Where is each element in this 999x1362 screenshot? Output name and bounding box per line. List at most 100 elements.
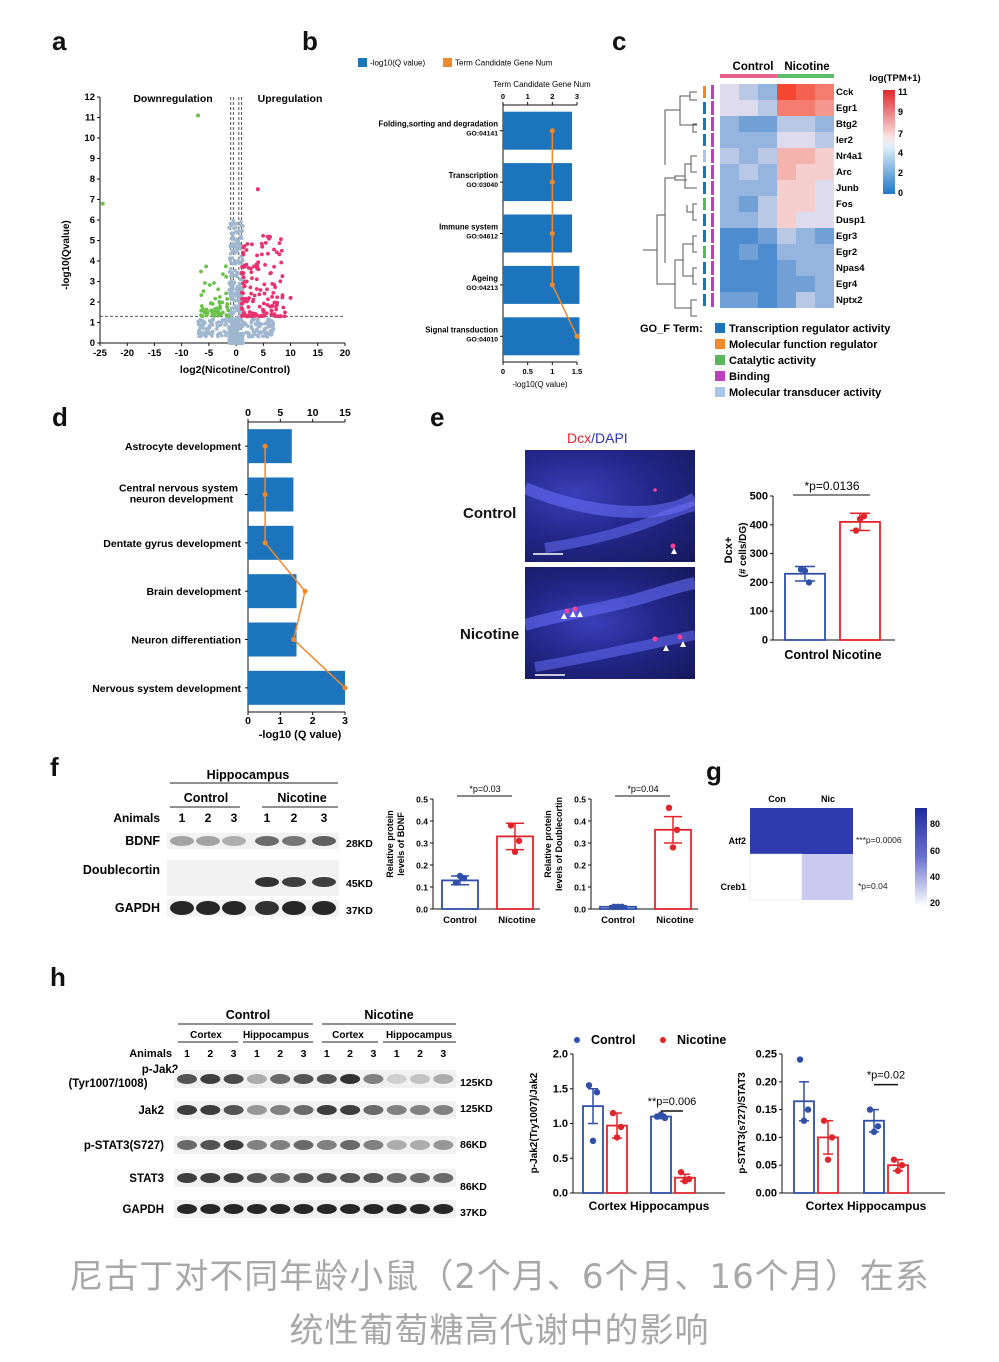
g-color-scale xyxy=(915,808,927,906)
vbar-point xyxy=(511,848,519,855)
volcano-point-up xyxy=(282,314,287,319)
volcano-point-down xyxy=(201,289,206,294)
volcano-point-ns xyxy=(235,284,240,289)
volcano-point-down xyxy=(212,314,217,318)
vbar-ytick-label: 0.25 xyxy=(756,1049,777,1061)
heatmap-cell xyxy=(720,276,739,292)
volcano-point-up xyxy=(288,295,293,300)
volcano-point-up xyxy=(270,294,275,299)
f-blot-band xyxy=(196,901,220,915)
g-p-atf2: ***p=0.0006 xyxy=(856,835,902,845)
f-bdnf-plot: 0.0 0.1 0.2 0.3 0.4 0.5 *p=0.03 Control Nicotine xyxy=(416,784,540,926)
vbar-ytick-label: 0.4 xyxy=(416,817,428,827)
volcano-point-ns xyxy=(215,324,220,329)
volcano-point-up xyxy=(272,264,277,269)
h-protein-name2: (Tyr1007/1008) xyxy=(68,1078,147,1090)
h-animal-id: 3 xyxy=(231,1048,237,1060)
volcano-point-up xyxy=(260,244,265,249)
volcano-point-up xyxy=(279,260,284,265)
volcano-point-ns xyxy=(230,237,235,242)
h-blot-band xyxy=(386,1204,407,1214)
heatmap-cell xyxy=(739,212,758,228)
vbar-ytick-label: 0.10 xyxy=(756,1132,777,1144)
volcano-point-up xyxy=(264,311,269,316)
volcano-point-down xyxy=(224,274,229,279)
volcano-point-up xyxy=(274,304,278,309)
volcano-ytick-label: 12 xyxy=(84,92,95,103)
hbar-line-point xyxy=(549,282,555,288)
volcano-point-up xyxy=(241,275,246,280)
vbar-point xyxy=(452,879,460,886)
heatmap-go-annotation xyxy=(703,134,706,146)
micrograph-control xyxy=(525,450,695,562)
heatmap-binding-annotation xyxy=(711,213,714,227)
h-legend-control-dot xyxy=(574,1037,580,1043)
heatmap-cell xyxy=(815,212,834,228)
h-protein-kd: 86KD xyxy=(460,1181,487,1193)
volcano-point-up xyxy=(280,293,285,298)
vbar-point xyxy=(456,872,464,880)
h-blot-band xyxy=(223,1105,244,1115)
volcano-point-up xyxy=(255,187,260,192)
legend-q-swatch xyxy=(358,58,367,67)
heatmap-cell xyxy=(815,276,834,292)
heatmap-cell xyxy=(796,164,815,180)
panel-e-chart: 0 100 200 300 400 500 *p=0.0136 Dcx+ (# cells/… xyxy=(723,479,895,662)
volcano-point-up xyxy=(248,311,253,315)
volcano-point-up xyxy=(262,313,267,318)
go-term-swatch xyxy=(715,387,725,397)
volcano-point-ns xyxy=(198,326,202,330)
volcano-point-ns xyxy=(238,309,242,314)
f-dcx-ylabel2: levels of Doublecortin xyxy=(554,797,564,891)
panel-label-d: d xyxy=(52,402,68,432)
volcano-point-down xyxy=(202,310,207,315)
volcano-point-up xyxy=(281,305,286,310)
h-blot-band xyxy=(246,1105,267,1115)
volcano-ylabel: -log10(Qvalue) xyxy=(61,220,72,289)
heatmap-cell xyxy=(720,116,739,132)
volcano-point-up xyxy=(259,313,264,318)
f-blot-band xyxy=(170,901,194,915)
h-blot-band xyxy=(410,1140,430,1150)
f-blot-band xyxy=(170,836,194,846)
volcano-point-down xyxy=(199,293,204,298)
h-blot-band xyxy=(363,1140,384,1150)
panel-label-a: a xyxy=(52,26,67,56)
volcano-point-ns xyxy=(270,332,274,336)
hbar-bottom-tick-label: 3 xyxy=(342,715,348,727)
heatmap-cell xyxy=(758,116,777,132)
volcano-point-up xyxy=(283,310,287,315)
heatmap-cell xyxy=(758,292,777,308)
volcano-point-ns xyxy=(220,318,225,322)
volcano-point-ns xyxy=(230,270,235,275)
volcano-point-up xyxy=(277,241,282,246)
volcano-point-ns xyxy=(236,294,241,299)
volcano-point-ns xyxy=(244,322,248,327)
hbar-line-point xyxy=(342,685,348,691)
volcano-xtick-label: 15 xyxy=(312,348,323,359)
panel-h-stat-chart: 0.00 0.05 0.10 0.15 0.20 0.25 *p=0.02 p-STAT3(… xyxy=(737,1049,945,1213)
volcano-point-ns xyxy=(226,325,231,329)
vbar-point xyxy=(801,567,809,575)
h-blot-band xyxy=(340,1204,361,1214)
vbar-point xyxy=(665,804,673,811)
h-blot-band xyxy=(340,1105,361,1115)
heatmap-body: Cck Egr1 Btg2 Ier2 Nr4a1 Arc Junb Fos Dusp1 Egr3 E… xyxy=(643,74,908,399)
volcano-point-down xyxy=(225,296,230,301)
f-xcat-control: Control xyxy=(601,915,635,926)
heatmap-group-nicotine: Nicotine xyxy=(784,61,829,73)
volcano-point-ns xyxy=(228,334,232,339)
volcano-point-up xyxy=(257,292,262,297)
volcano-point-up xyxy=(253,311,258,316)
heatmap-cell xyxy=(739,292,758,308)
heatmap-cell xyxy=(720,228,739,244)
h-legend-nicotine-dot xyxy=(660,1037,666,1043)
heatmap-cell xyxy=(796,244,815,260)
h-blot-band xyxy=(316,1173,337,1183)
volcano-point-ns xyxy=(198,330,203,335)
vbar-point xyxy=(898,1162,906,1169)
volcano-point-up xyxy=(275,295,280,300)
g-p-creb1: *p=0.04 xyxy=(858,881,888,891)
heatmap-cell xyxy=(739,100,758,116)
volcano-point-down xyxy=(214,310,218,315)
